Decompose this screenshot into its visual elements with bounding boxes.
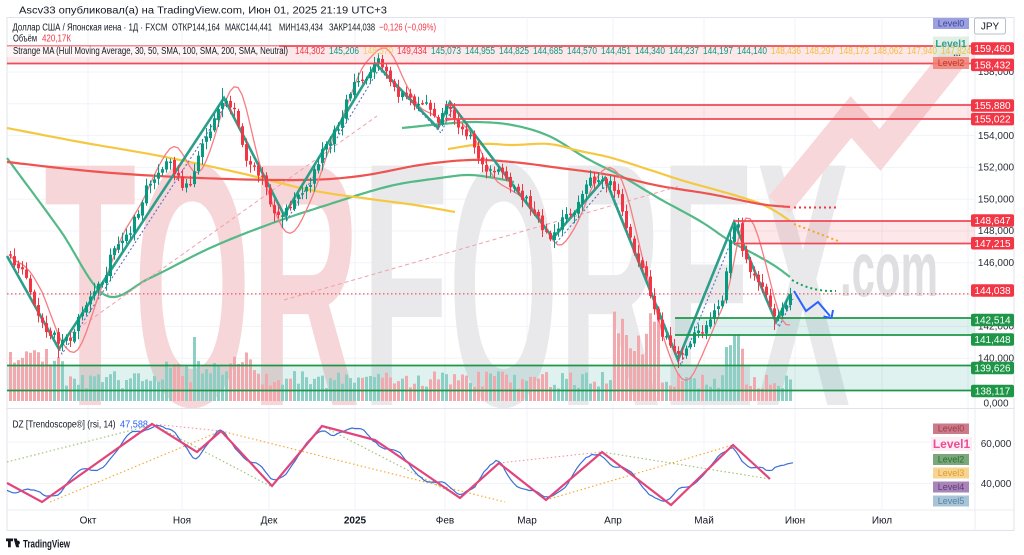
- svg-text:146,000: 146,000: [978, 258, 1015, 269]
- svg-text:Level3: Level3: [938, 468, 965, 478]
- svg-text:Объём: Объём: [13, 33, 37, 45]
- svg-text:Ноя: Ноя: [173, 516, 191, 527]
- svg-text:Level1: Level1: [935, 39, 967, 50]
- svg-text:154,000: 154,000: [978, 131, 1015, 142]
- svg-text:Апр: Апр: [604, 516, 622, 527]
- svg-text:МАКС144,441: МАКС144,441: [225, 23, 272, 34]
- svg-text:145,073: 145,073: [431, 46, 461, 57]
- svg-text:144,451: 144,451: [601, 46, 631, 57]
- svg-text:144,038: 144,038: [974, 286, 1011, 297]
- svg-text:ОТКР144,164: ОТКР144,164: [172, 23, 220, 34]
- svg-text:Окт: Окт: [80, 516, 97, 527]
- svg-text:142,514: 142,514: [974, 316, 1011, 327]
- svg-text:144,955: 144,955: [465, 46, 495, 57]
- svg-text:149,434: 149,434: [397, 46, 427, 57]
- svg-text:Level2: Level2: [938, 58, 965, 68]
- svg-text:141,448: 141,448: [974, 335, 1011, 346]
- svg-text:159,460: 159,460: [974, 44, 1011, 55]
- svg-text:148,062: 148,062: [873, 46, 903, 57]
- svg-text:ЗАКР144,038: ЗАКР144,038: [329, 23, 375, 34]
- svg-text:Мар: Мар: [517, 516, 537, 527]
- svg-text:Level4: Level4: [938, 482, 965, 492]
- svg-text:158,000: 158,000: [978, 67, 1015, 78]
- svg-text:147,940: 147,940: [907, 46, 937, 57]
- svg-text:144,302: 144,302: [295, 46, 325, 57]
- svg-text:144,197: 144,197: [703, 46, 733, 57]
- svg-text:Ascv33 опубликовал(а) на Tradi: Ascv33 опубликовал(а) на TradingView.com…: [19, 5, 387, 17]
- svg-text:152,000: 152,000: [978, 163, 1015, 174]
- svg-text:144,570: 144,570: [567, 46, 597, 57]
- svg-text:142,000: 142,000: [978, 322, 1015, 333]
- svg-text:DZ [Trendoscope®] (rsi, 14): DZ [Trendoscope®] (rsi, 14): [13, 420, 116, 431]
- svg-text:Level5: Level5: [938, 496, 965, 506]
- svg-text:47,588: 47,588: [120, 420, 148, 431]
- svg-text:158,432: 158,432: [974, 60, 1011, 71]
- svg-text:0,000: 0,000: [983, 399, 1008, 410]
- svg-text:JPY: JPY: [981, 22, 1000, 33]
- svg-text:Strange MA (Hull Moving Averag: Strange MA (Hull Moving Average, 30, 50,…: [13, 46, 288, 57]
- svg-text:FOREX: FOREX: [362, 89, 851, 479]
- svg-text:...: ...: [953, 48, 961, 58]
- svg-text:145,206: 145,206: [329, 46, 359, 57]
- svg-text:Level2: Level2: [938, 455, 965, 465]
- svg-text:60,000: 60,000: [981, 439, 1012, 450]
- svg-text:Фев: Фев: [436, 516, 454, 527]
- svg-text:Дек: Дек: [261, 516, 278, 527]
- svg-text:Июл: Июл: [872, 516, 892, 527]
- svg-text:144,340: 144,340: [635, 46, 665, 57]
- svg-text:Июн: Июн: [785, 516, 805, 527]
- svg-text:Level0: Level0: [938, 19, 965, 29]
- svg-text:148,570: 148,570: [363, 46, 393, 57]
- svg-text:139,626: 139,626: [974, 364, 1011, 375]
- svg-text:40,000: 40,000: [981, 479, 1012, 490]
- svg-text:140,000: 140,000: [978, 353, 1015, 364]
- svg-text:.com: .com: [840, 225, 938, 312]
- svg-text:147,215: 147,215: [974, 239, 1011, 250]
- svg-text:−0,126 (−0,09%): −0,126 (−0,09%): [379, 23, 436, 34]
- svg-text:155,022: 155,022: [974, 115, 1011, 126]
- svg-text:2025: 2025: [344, 516, 367, 527]
- svg-text:МИН143,434: МИН143,434: [279, 23, 323, 34]
- svg-text:144,825: 144,825: [499, 46, 529, 57]
- svg-text:148,436: 148,436: [771, 46, 801, 57]
- svg-text:148,173: 148,173: [839, 46, 869, 57]
- svg-text:420,17К: 420,17К: [42, 34, 71, 45]
- svg-text:144,685: 144,685: [533, 46, 563, 57]
- svg-text:150,000: 150,000: [978, 194, 1015, 205]
- svg-text:147,824: 147,824: [941, 46, 971, 57]
- svg-text:TradingView: TradingView: [23, 539, 70, 551]
- svg-text:148,647: 148,647: [974, 216, 1011, 227]
- svg-text:144,140: 144,140: [737, 46, 767, 57]
- svg-text:144,237: 144,237: [669, 46, 699, 57]
- svg-text:Доллар США / Японская иена · 1: Доллар США / Японская иена · 1Д · FXCM: [13, 23, 168, 34]
- svg-text:148,297: 148,297: [805, 46, 835, 57]
- svg-text:148,000: 148,000: [978, 226, 1015, 237]
- svg-text:155,880: 155,880: [974, 101, 1011, 112]
- svg-text:Level1: Level1: [933, 437, 971, 451]
- svg-text:138,117: 138,117: [975, 387, 1011, 398]
- svg-text:Level0: Level0: [938, 424, 965, 434]
- svg-text:Май: Май: [694, 516, 714, 527]
